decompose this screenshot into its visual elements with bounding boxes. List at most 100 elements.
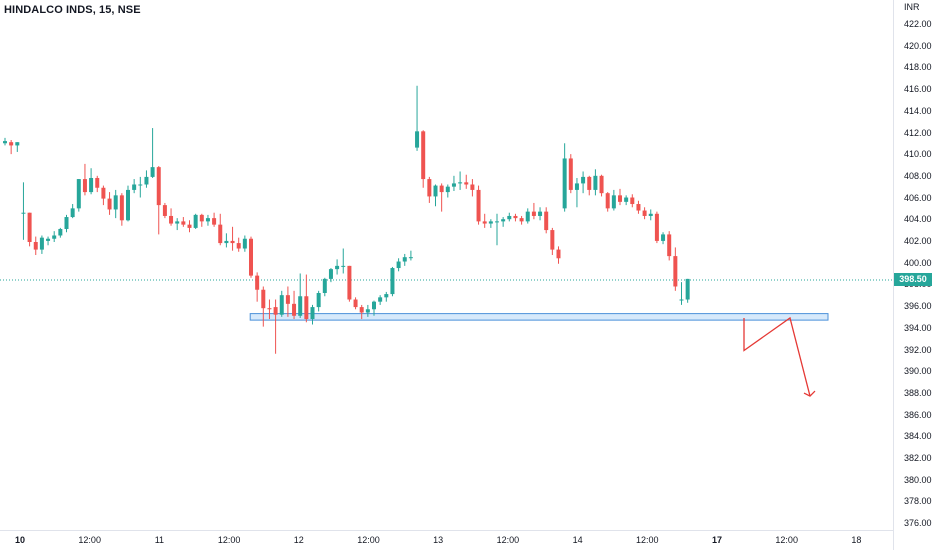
time-tick-label: 10 bbox=[14, 535, 26, 545]
candle-body bbox=[33, 242, 38, 250]
candle-body bbox=[249, 238, 253, 276]
price-tick-label: 416.00 bbox=[904, 84, 932, 95]
candle-body bbox=[70, 208, 75, 218]
candle-body bbox=[205, 218, 210, 222]
candle-body bbox=[279, 295, 284, 315]
time-tick-label: 11 bbox=[154, 535, 165, 545]
time-tick-label: 18 bbox=[851, 535, 862, 545]
candle-body bbox=[525, 211, 530, 222]
time-axis[interactable]: 10 12:00 11 12:00 12 12:00 13 12:00 14 12:00 17 12:… bbox=[0, 530, 893, 551]
candle-body bbox=[341, 265, 346, 267]
price-tick-label: 376.00 bbox=[904, 518, 932, 529]
candle-body bbox=[132, 184, 137, 190]
time-tick-label: 14 bbox=[572, 535, 583, 545]
candle-body bbox=[212, 218, 217, 225]
time-tick-label: 12 bbox=[293, 535, 304, 545]
candle-body bbox=[365, 309, 370, 313]
candle-body bbox=[126, 189, 130, 221]
candle-body bbox=[230, 240, 235, 244]
candle-body bbox=[396, 261, 401, 269]
price-tick-label: 378.00 bbox=[904, 496, 932, 507]
candle-body bbox=[507, 215, 512, 220]
time-tick-label: 12:00 bbox=[357, 535, 380, 545]
candle-body bbox=[52, 235, 57, 239]
candle-body bbox=[261, 289, 266, 309]
candle-body bbox=[101, 187, 106, 199]
candle-body bbox=[673, 256, 678, 287]
price-tick-label: 402.00 bbox=[904, 236, 932, 246]
time-tick-label: 12:00 bbox=[78, 535, 101, 545]
price-tick-label: 406.00 bbox=[904, 192, 932, 203]
candle-body bbox=[648, 213, 653, 216]
price-tick-label: 384.00 bbox=[904, 431, 932, 442]
price-tick-label: 404.00 bbox=[904, 214, 932, 225]
candle-body bbox=[587, 176, 592, 190]
price-tick-label: 418.00 bbox=[904, 62, 932, 73]
candle-body bbox=[531, 211, 536, 216]
candle-body bbox=[113, 195, 118, 210]
time-tick-label: 12:00 bbox=[636, 535, 659, 545]
candle-body bbox=[488, 221, 493, 224]
candle-body bbox=[359, 307, 364, 313]
candle-body bbox=[187, 224, 192, 228]
candle-body bbox=[322, 278, 327, 293]
candle-body bbox=[538, 211, 543, 216]
candle-body bbox=[562, 158, 567, 209]
candle-body bbox=[335, 265, 340, 270]
candle-body bbox=[15, 142, 20, 146]
candle-body bbox=[175, 221, 180, 224]
candle-body bbox=[679, 299, 684, 301]
candle-body bbox=[199, 214, 204, 222]
candle-body bbox=[242, 238, 247, 249]
price-tick-label: 412.00 bbox=[904, 127, 932, 138]
candle-body bbox=[169, 215, 174, 224]
candle-body bbox=[439, 185, 444, 193]
price-tick-label: 414.00 bbox=[904, 105, 932, 116]
candle-body bbox=[218, 224, 223, 244]
chart-area[interactable]: HINDALCO INDS, 15, NSE bbox=[0, 0, 893, 530]
candle-body bbox=[501, 219, 506, 222]
candle-body bbox=[599, 175, 604, 194]
candle-body bbox=[64, 217, 69, 229]
candle-body bbox=[328, 269, 333, 279]
time-tick-label: 13 bbox=[433, 535, 444, 545]
candle-body bbox=[568, 158, 573, 190]
candle-body bbox=[618, 195, 622, 202]
candle-body bbox=[107, 198, 112, 210]
candle-body bbox=[482, 221, 487, 224]
candle-body bbox=[285, 295, 290, 304]
candle-body bbox=[581, 176, 586, 184]
candle-body bbox=[162, 205, 167, 216]
candle-body bbox=[310, 307, 315, 320]
candle-body bbox=[636, 204, 641, 211]
candle-body bbox=[304, 296, 309, 320]
candle-body bbox=[593, 175, 598, 190]
candle-body bbox=[3, 141, 7, 144]
candle-body bbox=[451, 183, 456, 187]
candle-body bbox=[150, 167, 155, 177]
support-zone bbox=[249, 313, 829, 321]
candle-body bbox=[273, 307, 278, 315]
candle-body bbox=[138, 184, 143, 186]
candle-body bbox=[119, 195, 124, 221]
price-tick-label: 380.00 bbox=[904, 474, 932, 485]
price-tick-label: 386.00 bbox=[904, 409, 932, 420]
candle-body bbox=[421, 131, 426, 180]
candle-body bbox=[605, 193, 610, 209]
candle-body bbox=[495, 221, 499, 223]
currency-label: INR bbox=[904, 2, 920, 12]
candle-body bbox=[642, 210, 647, 216]
candle-body bbox=[372, 301, 376, 310]
candle-body bbox=[654, 213, 659, 241]
price-axis[interactable]: INR 422.00 420.00 418.00 416.00 414.00 412.00… bbox=[893, 0, 932, 550]
candle-body bbox=[236, 243, 241, 249]
price-tick-label: 382.00 bbox=[904, 453, 932, 463]
candlestick-chart[interactable] bbox=[0, 0, 893, 530]
candle-body bbox=[611, 195, 616, 209]
candle-body bbox=[21, 212, 26, 214]
candle-body bbox=[574, 183, 579, 190]
candle-body bbox=[556, 249, 561, 259]
candle-body bbox=[46, 238, 51, 241]
time-tick-label: 17 bbox=[711, 535, 723, 545]
candle-body bbox=[550, 230, 555, 250]
